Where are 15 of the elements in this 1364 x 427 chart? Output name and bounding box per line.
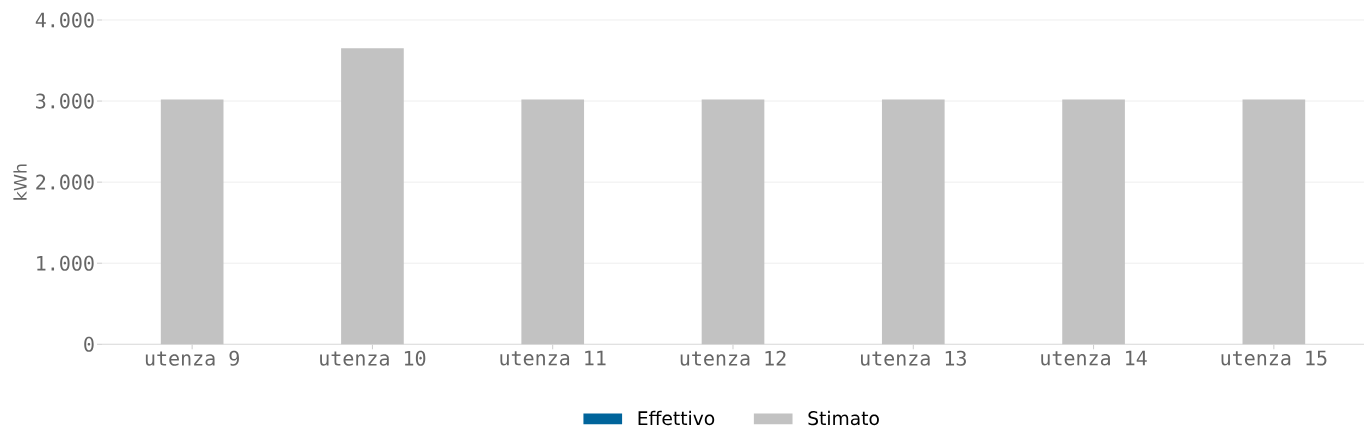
legend-label: Effettivo xyxy=(638,410,715,426)
x-tick-label: utenza 9 xyxy=(145,350,239,366)
y-tick-label: 1.000 xyxy=(37,255,94,271)
x-tick-label: utenza 15 xyxy=(1221,350,1327,366)
y-tick-label: 4.000 xyxy=(35,12,94,28)
x-tick-label: utenza 11 xyxy=(500,350,606,366)
x-tick-label: utenza 12 xyxy=(680,350,786,366)
x-tick-label: utenza 14 xyxy=(1041,350,1147,366)
y-tick-label: 0 xyxy=(84,336,94,352)
y-axis-title: kWh xyxy=(13,164,27,200)
x-tick-label: utenza 10 xyxy=(320,350,426,366)
legend-label: Stimato xyxy=(808,410,879,426)
x-tick-label: utenza 13 xyxy=(861,350,966,366)
y-tick-label: 3.000 xyxy=(36,93,94,109)
y-tick-label: 2.000 xyxy=(36,174,94,190)
